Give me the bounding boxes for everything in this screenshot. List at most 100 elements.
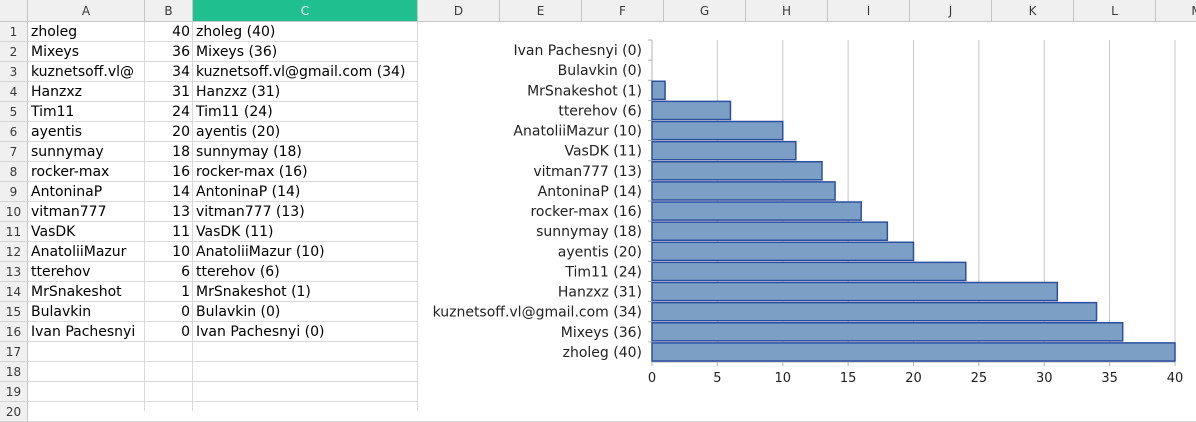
row-header-7[interactable]: 7	[0, 142, 28, 162]
cell-c-row-2[interactable]: Mixeys (36)	[196, 44, 278, 60]
cell-c-row-11[interactable]: VasDK (11)	[196, 224, 274, 240]
cell-c-row-9[interactable]: AntoninaP (14)	[196, 184, 301, 200]
category-label: sunnymay (18)	[536, 224, 642, 240]
cell-a-row-6[interactable]: ayentis	[31, 124, 83, 140]
category-label: Tim11 (24)	[564, 264, 642, 280]
cell-a-row-9[interactable]: AntoninaP	[31, 184, 103, 200]
cell-a-row-2[interactable]: Mixeys	[31, 44, 80, 60]
column-header-g[interactable]: G	[664, 0, 746, 22]
cell-a-row-5[interactable]: Tim11	[31, 104, 75, 120]
cell-a-row-16[interactable]: Ivan Pachesnyi	[31, 324, 136, 340]
row-header-20[interactable]: 20	[0, 402, 28, 422]
cell-c-row-10[interactable]: vitman777 (13)	[196, 204, 305, 220]
select-all-corner[interactable]	[0, 0, 28, 22]
column-header-i[interactable]: I	[828, 0, 910, 22]
row-header-16[interactable]: 16	[0, 322, 28, 342]
row-header-13[interactable]: 13	[0, 262, 28, 282]
bar	[651, 80, 666, 101]
cell-a-row-13[interactable]: tterehov	[31, 264, 91, 280]
cell-b-row-6[interactable]: 20	[172, 124, 190, 140]
row-header-15[interactable]: 15	[0, 302, 28, 322]
cell-a-row-4[interactable]: Hanzxz	[31, 84, 82, 100]
cell-c-row-3[interactable]: kuznetsoff.vl@gmail.com (34)	[196, 64, 406, 80]
cell-a-row-7[interactable]: sunnymay	[31, 144, 104, 160]
cell-a-row-12[interactable]: AnatoliiMazur	[31, 244, 127, 260]
cell-c-row-6[interactable]: ayentis (20)	[196, 124, 281, 140]
cell-c-row-1[interactable]: zholeg (40)	[196, 24, 276, 40]
x-tick-label: 20	[905, 371, 922, 386]
row-header-3[interactable]: 3	[0, 62, 28, 82]
horizontal-bar-chart[interactable]: Ivan Pachesnyi (0) Bulavkin (0) MrSnakesho…	[418, 22, 1196, 411]
cell-a-row-14[interactable]: MrSnakeshot	[31, 284, 122, 300]
column-header-j[interactable]: J	[910, 0, 992, 22]
column-header-f[interactable]: F	[582, 0, 664, 22]
column-header-c[interactable]: C	[193, 0, 418, 22]
cell-c-row-12[interactable]: AnatoliiMazur (10)	[196, 244, 325, 260]
cell-a-row-8[interactable]: rocker-max	[31, 164, 110, 180]
cell-c-row-16[interactable]: Ivan Pachesnyi (0)	[196, 324, 325, 340]
category-label: ayentis (20)	[558, 244, 642, 260]
row-header-17[interactable]: 17	[0, 342, 28, 362]
row-header-10[interactable]: 10	[0, 202, 28, 222]
column-header-b[interactable]: B	[145, 0, 193, 22]
column-header-a[interactable]: A	[28, 0, 145, 22]
cell-b-row-12[interactable]: 10	[172, 244, 190, 260]
grid-column-line	[144, 22, 145, 411]
row-header-4[interactable]: 4	[0, 82, 28, 102]
bar	[651, 181, 836, 201]
column-header-l[interactable]: L	[1074, 0, 1156, 22]
cell-b-row-7[interactable]: 18	[172, 144, 190, 160]
category-label: Mixeys (36)	[561, 325, 642, 341]
category-label: zholeg (40)	[563, 345, 642, 361]
category-label: AnatoliiMazur (10)	[513, 124, 642, 140]
cell-c-row-5[interactable]: Tim11 (24)	[196, 104, 273, 120]
category-label: rocker-max (16)	[530, 204, 642, 220]
row-header-6[interactable]: 6	[0, 122, 28, 142]
cell-b-row-4[interactable]: 31	[172, 84, 190, 100]
cell-c-row-7[interactable]: sunnymay (18)	[196, 144, 302, 160]
category-label: tterehov (6)	[558, 103, 642, 119]
cell-a-row-10[interactable]: vitman777	[31, 204, 107, 220]
cell-b-row-9[interactable]: 14	[172, 184, 190, 200]
cell-c-row-8[interactable]: rocker-max (16)	[196, 164, 308, 180]
row-header-2[interactable]: 2	[0, 42, 28, 62]
cell-b-row-13[interactable]: 6	[181, 264, 190, 280]
row-header-5[interactable]: 5	[0, 102, 28, 122]
cell-b-row-1[interactable]: 40	[172, 24, 190, 40]
cell-b-row-15[interactable]: 0	[181, 304, 190, 320]
x-tick-label: 35	[1101, 371, 1118, 386]
grid-column-line	[417, 22, 418, 411]
row-header-1[interactable]: 1	[0, 22, 28, 42]
cell-b-row-14[interactable]: 1	[181, 284, 190, 300]
cell-b-row-5[interactable]: 24	[172, 104, 190, 120]
cell-a-row-15[interactable]: Bulavkin	[31, 304, 92, 320]
cell-c-row-13[interactable]: tterehov (6)	[196, 264, 280, 280]
row-header-11[interactable]: 11	[0, 222, 28, 242]
cell-b-row-16[interactable]: 0	[181, 324, 190, 340]
column-header-m[interactable]: M	[1156, 0, 1196, 22]
x-tick-label: 25	[971, 371, 988, 386]
cell-b-row-10[interactable]: 13	[172, 204, 190, 220]
row-header-8[interactable]: 8	[0, 162, 28, 182]
column-header-d[interactable]: D	[418, 0, 500, 22]
cell-b-row-11[interactable]: 11	[172, 224, 190, 240]
bar	[651, 281, 1059, 302]
cell-a-row-1[interactable]: zholeg	[31, 24, 78, 40]
category-label: VasDK (11)	[564, 144, 642, 160]
column-header-k[interactable]: K	[992, 0, 1074, 22]
row-header-18[interactable]: 18	[0, 362, 28, 382]
cell-b-row-2[interactable]: 36	[172, 44, 190, 60]
cell-c-row-14[interactable]: MrSnakeshot (1)	[196, 284, 311, 300]
row-header-12[interactable]: 12	[0, 242, 28, 262]
row-header-14[interactable]: 14	[0, 282, 28, 302]
cell-b-row-3[interactable]: 34	[172, 64, 190, 80]
cell-b-row-8[interactable]: 16	[172, 164, 190, 180]
row-header-19[interactable]: 19	[0, 382, 28, 402]
cell-c-row-4[interactable]: Hanzxz (31)	[196, 84, 281, 100]
column-header-h[interactable]: H	[746, 0, 828, 22]
cell-a-row-3[interactable]: kuznetsoff.vl@	[31, 64, 135, 80]
cell-c-row-15[interactable]: Bulavkin (0)	[196, 304, 281, 320]
cell-a-row-11[interactable]: VasDK	[31, 224, 76, 240]
column-header-e[interactable]: E	[500, 0, 582, 22]
row-header-9[interactable]: 9	[0, 182, 28, 202]
